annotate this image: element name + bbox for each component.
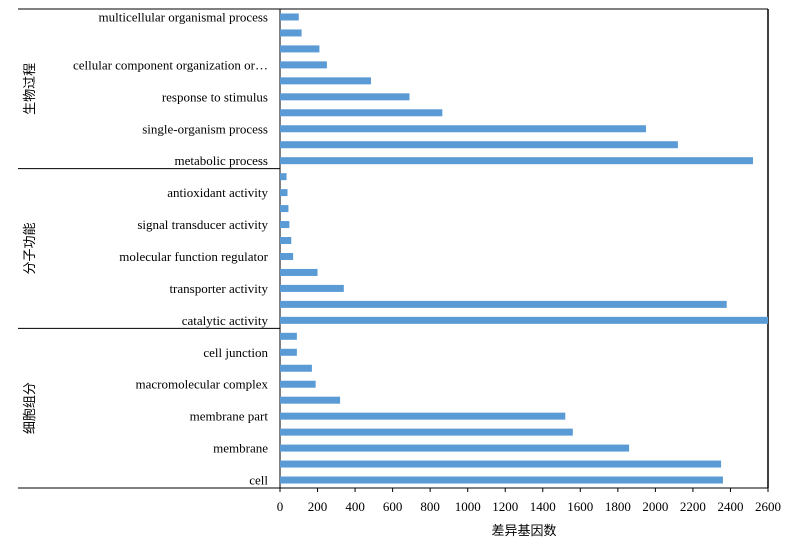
bar: [280, 125, 646, 133]
x-tick-label: 600: [383, 499, 403, 514]
category-label: membrane part: [190, 409, 269, 424]
category-label: response to stimulus: [162, 89, 268, 104]
category-label: macromolecular complex: [136, 377, 269, 392]
bar: [280, 284, 344, 292]
category-label: multicellular organismal process: [99, 9, 268, 24]
x-tick-label: 1400: [530, 499, 556, 514]
category-label: transporter activity: [169, 281, 268, 296]
bar: [280, 316, 768, 324]
category-label: signal transducer activity: [137, 217, 268, 232]
x-tick-label: 2200: [680, 499, 706, 514]
group-label: 细胞组分: [23, 382, 38, 434]
bar: [280, 93, 410, 101]
x-tick-label: 2600: [755, 499, 781, 514]
category-label: cellular component organization or…: [73, 57, 268, 72]
bar: [280, 189, 288, 197]
category-label: catalytic activity: [182, 313, 269, 328]
x-tick-label: 1600: [567, 499, 593, 514]
bar: [280, 460, 722, 468]
bar: [280, 364, 312, 372]
category-label: membrane: [213, 441, 268, 456]
bar: [280, 476, 723, 484]
bar: [280, 252, 294, 260]
bar: [280, 348, 297, 356]
group-label: 分子功能: [23, 222, 38, 274]
bars-layer: [280, 13, 768, 484]
x-tick-label: 2400: [717, 499, 743, 514]
x-tick-label: 2000: [642, 499, 668, 514]
bar: [280, 13, 299, 21]
bar: [280, 221, 290, 229]
category-label: metabolic process: [175, 153, 269, 168]
bar: [280, 61, 327, 69]
category-label: single-organism process: [142, 121, 268, 136]
bar: [280, 444, 630, 452]
bar: [280, 109, 443, 117]
bar: [280, 141, 678, 149]
bar: [280, 428, 573, 436]
bar: [280, 396, 341, 404]
x-tick-label: 0: [277, 499, 284, 514]
x-tick-label: 400: [345, 499, 365, 514]
bar: [280, 268, 318, 276]
bar: [280, 412, 566, 420]
bar: [280, 205, 289, 213]
group-label: 生物过程: [23, 63, 38, 115]
x-tick-label: 800: [420, 499, 440, 514]
bar: [280, 29, 302, 37]
bar: [280, 332, 297, 340]
bar: [280, 300, 727, 308]
category-label: molecular function regulator: [119, 249, 268, 264]
x-tick-label: 1200: [492, 499, 518, 514]
bar: [280, 77, 372, 85]
category-label: cell junction: [203, 345, 268, 360]
bar: [280, 237, 292, 245]
x-tick-label: 1000: [455, 499, 481, 514]
x-axis-title: 差异基因数: [491, 524, 556, 539]
bar: [280, 45, 320, 53]
bar: [280, 380, 316, 388]
category-labels: multicellular organismal process cellular…: [73, 9, 269, 487]
x-tick-label: 1800: [605, 499, 631, 514]
bar: [280, 173, 287, 181]
category-label: antioxidant activity: [167, 185, 268, 200]
x-axis: 0 200 400 600 800 1000 1200 1400 1600 1800 2000 220…: [277, 488, 781, 514]
category-label: cell: [249, 473, 268, 488]
x-tick-label: 200: [308, 499, 328, 514]
bar: [280, 157, 753, 165]
